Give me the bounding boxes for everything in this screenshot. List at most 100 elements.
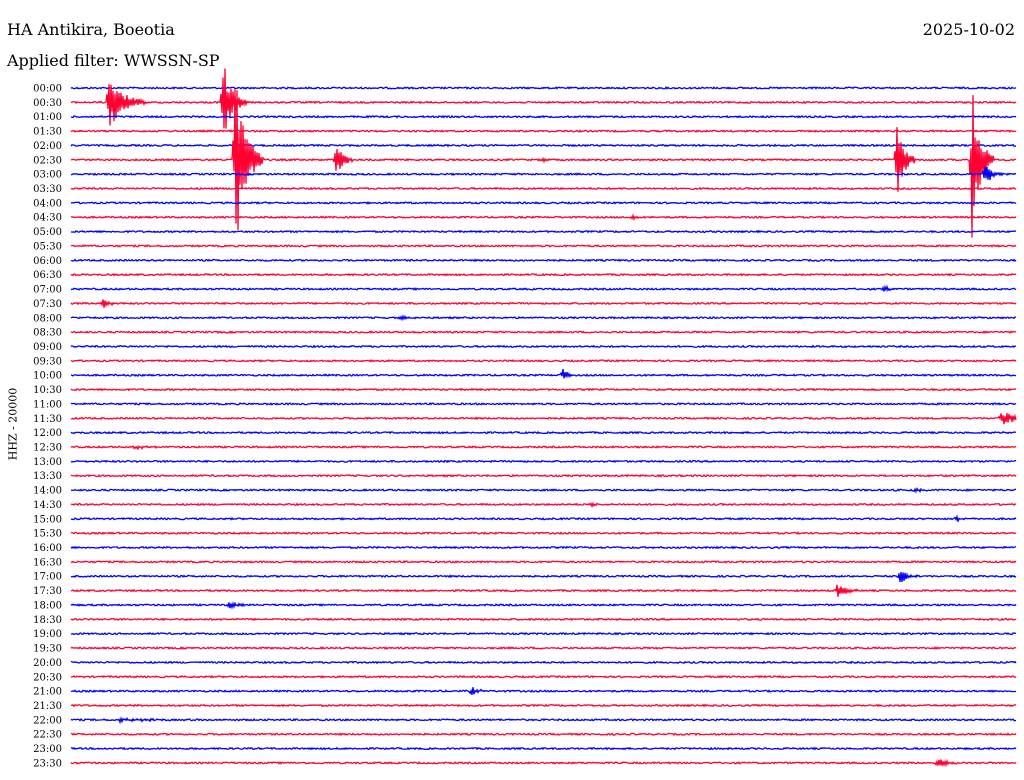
row-time-label: 22:30 [33,730,62,741]
row-time-label: 03:30 [33,184,62,195]
trace-line [70,531,1017,535]
row-time-label: 05:30 [33,241,62,252]
row-time-label: 01:00 [33,112,62,123]
trace-line [70,330,1017,335]
trace-line [70,86,1017,90]
row-time-label: 02:00 [33,141,62,152]
row-time-label: 17:30 [33,586,62,597]
trace-line [70,486,1017,494]
trace-line [70,344,1017,349]
row-time-label: 07:30 [33,299,62,310]
row-time-label: 19:30 [33,644,62,655]
trace-line [70,758,1017,768]
trace-line [70,88,1017,238]
filter-label: Applied filter: WWSSN-SP [7,51,220,70]
row-time-label: 12:00 [33,428,62,439]
row-time-label: 11:30 [33,414,62,425]
trace-line [70,746,1017,751]
trace-line [70,186,1017,191]
row-time-label: 20:00 [33,658,62,669]
trace-line [70,272,1017,277]
row-time-label: 14:30 [33,500,62,511]
row-time-label: 02:30 [33,155,62,166]
row-time-label: 21:30 [33,701,62,712]
row-time-label: 10:30 [33,385,62,396]
row-time-label: 00:00 [33,84,62,95]
row-time-label: 04:30 [33,213,62,224]
trace-line [70,732,1017,737]
trace-line [70,412,1017,425]
trace-line [70,716,1017,725]
trace-line [70,229,1017,234]
trace-line [70,284,1017,292]
trace-line [70,430,1017,435]
trace-line [70,631,1017,636]
trace-line [70,646,1017,650]
trace-line [70,143,1017,148]
row-time-label: 20:30 [33,672,62,683]
row-time-label: 18:00 [33,600,62,611]
trace-line [70,213,1017,221]
trace-line [70,459,1017,464]
row-time-label: 06:30 [33,270,62,281]
row-time-label: 23:30 [33,758,62,769]
row-time-label: 09:30 [33,356,62,367]
station-title: HA Antikira, Boeotia [7,20,175,39]
row-time-label: 16:30 [33,557,62,568]
trace-line [70,703,1017,708]
row-time-label: 05:00 [33,227,62,238]
row-time-label: 18:30 [33,615,62,626]
trace-line [70,514,1017,522]
row-time-label: 00:30 [33,98,62,109]
row-time-label: 07:00 [33,285,62,296]
trace-line [70,200,1017,205]
row-time-label: 08:00 [33,313,62,324]
trace-line [70,560,1017,564]
trace-line [70,258,1017,263]
trace-line [70,617,1017,622]
row-time-label: 01:30 [33,127,62,138]
trace-line [70,687,1017,695]
row-time-label: 11:00 [33,399,62,410]
trace-line [70,244,1017,248]
row-time-label: 06:00 [33,256,62,267]
trace-line [70,501,1017,509]
date-label: 2025-10-02 [922,20,1015,39]
trace-line [70,387,1017,392]
trace-line [70,166,1017,181]
trace-line [70,445,1017,451]
row-time-label: 19:00 [33,629,62,640]
row-time-label: 03:00 [33,170,62,181]
row-time-label: 15:30 [33,529,62,540]
row-time-label: 09:00 [33,342,62,353]
row-time-label: 22:00 [33,715,62,726]
trace-line [70,129,1017,133]
trace-line [70,571,1017,582]
row-time-label: 10:00 [33,371,62,382]
trace-line [70,114,1017,119]
trace-line [70,584,1017,597]
trace-line [70,402,1017,406]
row-time-label: 15:00 [33,514,62,525]
trace-line [70,358,1017,363]
trace-line [70,545,1017,550]
trace-line [70,299,1017,308]
trace-line [70,601,1017,610]
row-time-label: 04:00 [33,198,62,209]
row-time-label: 13:00 [33,457,62,468]
row-time-label: 13:30 [33,471,62,482]
row-time-label: 21:00 [33,687,62,698]
row-time-label: 12:30 [33,443,62,454]
trace-line [70,473,1017,478]
row-time-label: 16:00 [33,543,62,554]
trace-line [70,314,1017,322]
trace-line [70,660,1017,665]
row-time-label: 08:30 [33,328,62,339]
trace-line [70,368,1017,379]
row-time-label: 14:00 [33,486,62,497]
trace-line [70,674,1017,679]
trace-line [70,68,1017,129]
row-time-label: 23:00 [33,744,62,755]
row-time-label: 17:00 [33,572,62,583]
